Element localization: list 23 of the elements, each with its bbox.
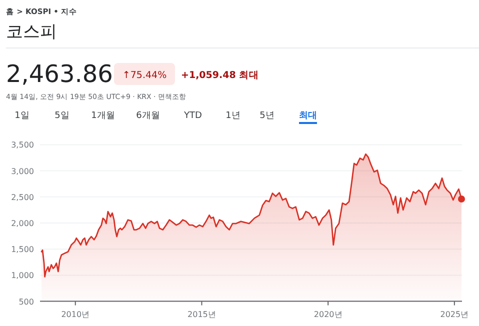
text: 최대: [299, 111, 317, 121]
chart-title: 코스피: [6, 22, 57, 42]
y-tick-label: 2,500: [11, 192, 34, 202]
y-tick-label: 3,000: [11, 166, 34, 176]
x-tick-label: 2010년: [61, 310, 90, 319]
text: 6개월: [136, 111, 160, 121]
text: 1일: [14, 111, 30, 121]
y-tick-label: 2,000: [11, 219, 34, 228]
text: YTD: [183, 111, 202, 121]
text: 1년: [226, 111, 240, 121]
x-tick-label: 2025년: [440, 310, 469, 319]
text: 5일: [54, 111, 70, 121]
y-tick-label: 500: [18, 297, 34, 306]
y-tick-label: 1,000: [11, 271, 34, 280]
x-tick-label: 2015년: [188, 310, 216, 319]
text: 5년: [260, 111, 274, 121]
text: 2,463.86: [6, 60, 113, 88]
x-tick-label: 2020년: [314, 310, 342, 319]
y-tick-label: 3,500: [11, 140, 34, 150]
text: ↑75.44%: [122, 70, 167, 81]
text: +1,059.48 최대: [181, 70, 260, 81]
y-tick-label: 1,500: [11, 245, 34, 254]
text: 1개월: [91, 111, 115, 121]
